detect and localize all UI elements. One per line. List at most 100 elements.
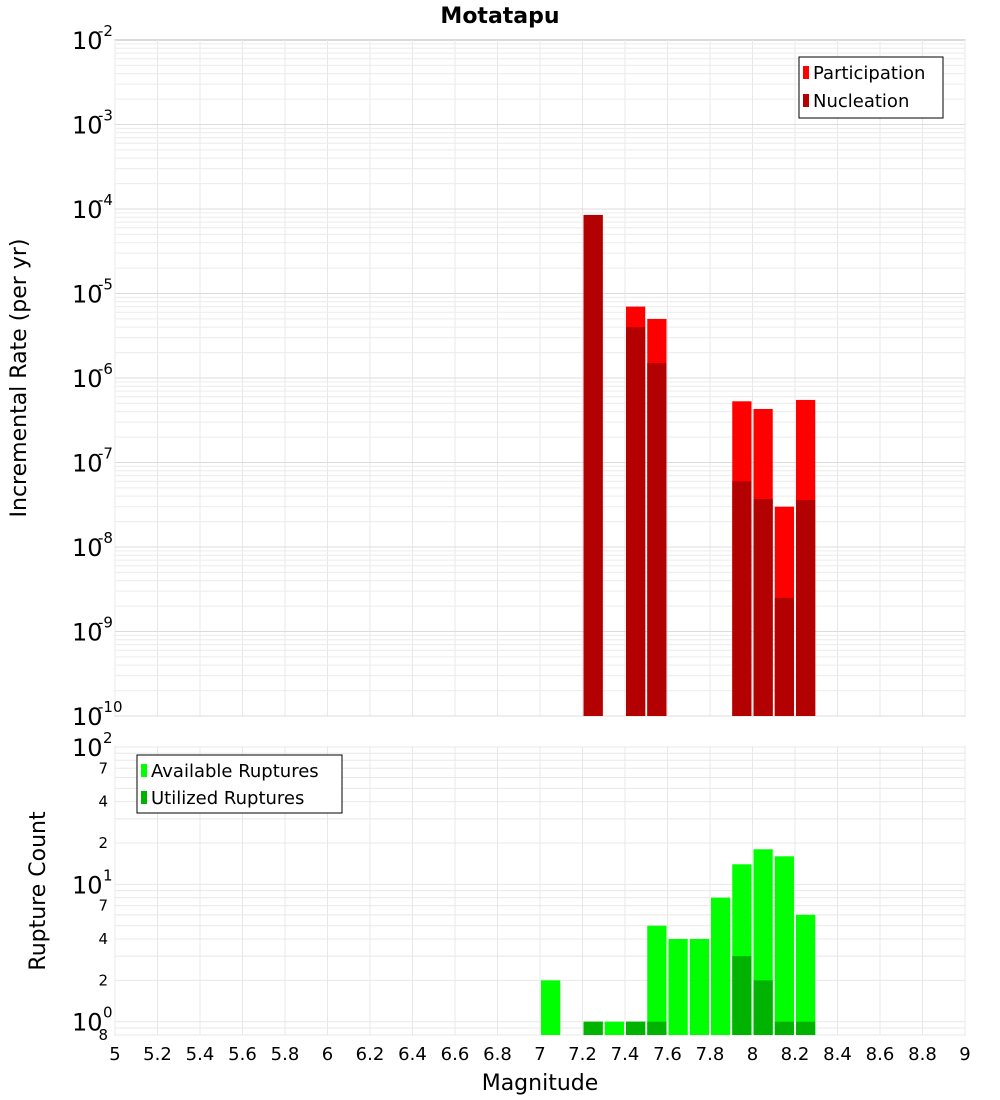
- y-tick-base: 10: [72, 734, 103, 762]
- y-tick-base: 10: [72, 619, 103, 647]
- bar-utilized: [774, 1021, 794, 1035]
- x-tick-label: 8.4: [823, 1044, 852, 1065]
- x-tick-label: 8.6: [866, 1044, 895, 1065]
- bar-available: [796, 914, 816, 1035]
- y-tick-base: 10: [72, 27, 103, 55]
- y-tick-exponent: 1: [103, 866, 113, 884]
- y-tick-label: 10-6: [72, 360, 113, 393]
- y-tick-exponent: 0: [103, 1004, 113, 1022]
- x-tick-label: 8.8: [908, 1044, 937, 1065]
- y-tick-base: 10: [72, 450, 103, 478]
- y-tick-base: 10: [72, 703, 103, 731]
- y-tick-minor: 2: [98, 971, 108, 989]
- legend-swatch-participation: [803, 66, 809, 79]
- y-tick-label: 7: [98, 759, 108, 777]
- x-axis-label: Magnitude: [482, 1071, 599, 1096]
- bottom-y-axis-label: Rupture Count: [26, 811, 51, 971]
- y-tick-label: 10-2: [72, 22, 113, 55]
- bottom-grid: [114, 746, 966, 1036]
- top-legend: Participation Nucleation: [798, 56, 944, 119]
- y-tick-minor: 7: [98, 897, 108, 915]
- y-tick-label: 8: [98, 1026, 108, 1044]
- x-tick-label: 5.4: [186, 1044, 215, 1065]
- y-tick-base: 10: [72, 534, 103, 562]
- y-tick-exponent: -7: [98, 445, 113, 463]
- x-tick-label: 7.4: [611, 1044, 640, 1065]
- x-tick-label: 6: [322, 1044, 333, 1065]
- y-tick-base: 10: [72, 112, 103, 140]
- bar-available: [711, 897, 731, 1035]
- top-y-ticks: 10-210-310-410-510-610-710-810-910-10: [72, 22, 123, 731]
- y-tick-label: 10-5: [72, 276, 113, 309]
- y-tick-exponent: -2: [98, 22, 113, 40]
- y-tick-base: 10: [72, 1009, 103, 1037]
- legend-label-utilized: Utilized Ruptures: [151, 788, 304, 809]
- bottom-legend: Available Ruptures Utilized Ruptures: [136, 754, 343, 814]
- x-tick-label: 5: [109, 1044, 120, 1065]
- y-tick-label: 10-10: [72, 698, 123, 731]
- top-grid: [114, 40, 966, 717]
- y-tick-base: 10: [72, 365, 103, 393]
- y-tick-exponent: -4: [98, 191, 113, 209]
- x-tick-label: 8.2: [781, 1044, 810, 1065]
- x-tick-label: 7.8: [696, 1044, 725, 1065]
- y-tick-minor: 2: [98, 834, 108, 852]
- x-tick-label: 6.6: [441, 1044, 470, 1065]
- y-tick-label: 10 2: [72, 729, 113, 762]
- top-bars: [583, 214, 816, 716]
- y-tick-label: 2: [98, 834, 108, 852]
- top-legend-box: [798, 56, 944, 119]
- legend-swatch-nucleation: [803, 94, 809, 107]
- y-tick-base: 10: [72, 196, 103, 224]
- y-tick-exponent: -5: [98, 276, 113, 294]
- y-tick-minor: 7: [98, 759, 108, 777]
- bottom-bars: [541, 849, 816, 1035]
- x-tick-label: 6.4: [398, 1044, 427, 1065]
- top-plot-panel: 10-210-310-410-510-610-710-810-910-10 In…: [7, 22, 966, 731]
- y-tick-base: 10: [72, 281, 103, 309]
- y-tick-label: 10-8: [72, 529, 113, 562]
- x-tick-label: 7: [534, 1044, 545, 1065]
- bar-utilized: [626, 1021, 646, 1035]
- x-tick-label: 5.2: [143, 1044, 172, 1065]
- bar-utilized: [647, 1021, 667, 1035]
- y-tick-label: 10 1: [72, 866, 113, 899]
- y-tick-label: 2: [98, 971, 108, 989]
- y-tick-exponent: -8: [98, 529, 113, 547]
- y-tick-label: 4: [98, 930, 108, 948]
- bar-available: [774, 856, 794, 1035]
- x-tick-label: 5.8: [271, 1044, 300, 1065]
- bar-utilized: [732, 956, 752, 1035]
- bar-utilized: [796, 1021, 816, 1035]
- bar-utilized: [753, 980, 773, 1035]
- y-tick-exponent: 2: [103, 729, 113, 747]
- bar-nucleation: [647, 363, 667, 716]
- chart-title: Motatapu: [440, 4, 559, 29]
- y-tick-label: 7: [98, 897, 108, 915]
- y-tick-label: 10-3: [72, 107, 113, 140]
- bar-nucleation: [753, 498, 773, 716]
- x-tick-label: 6.8: [483, 1044, 512, 1065]
- top-y-axis-label: Incremental Rate (per yr): [7, 239, 32, 518]
- y-tick-minor: 4: [98, 793, 108, 811]
- bar-available: [689, 939, 709, 1035]
- legend-label-available: Available Ruptures: [151, 761, 319, 782]
- x-tick-label: 8: [747, 1044, 758, 1065]
- y-tick-exponent: -6: [98, 360, 113, 378]
- bar-nucleation: [796, 499, 816, 716]
- legend-swatch-utilized: [141, 791, 147, 804]
- x-tick-label: 7.6: [653, 1044, 682, 1065]
- bar-nucleation: [732, 481, 752, 716]
- bar-available: [541, 980, 561, 1035]
- legend-label-nucleation: Nucleation: [813, 91, 909, 112]
- bottom-legend-box: [136, 754, 343, 814]
- bar-nucleation: [774, 597, 794, 716]
- legend-label-participation: Participation: [813, 63, 925, 84]
- y-tick-label: 10-4: [72, 191, 113, 224]
- bar-available: [604, 1021, 624, 1035]
- y-tick-exponent: -3: [98, 107, 113, 125]
- x-tick-label: 7.2: [568, 1044, 597, 1065]
